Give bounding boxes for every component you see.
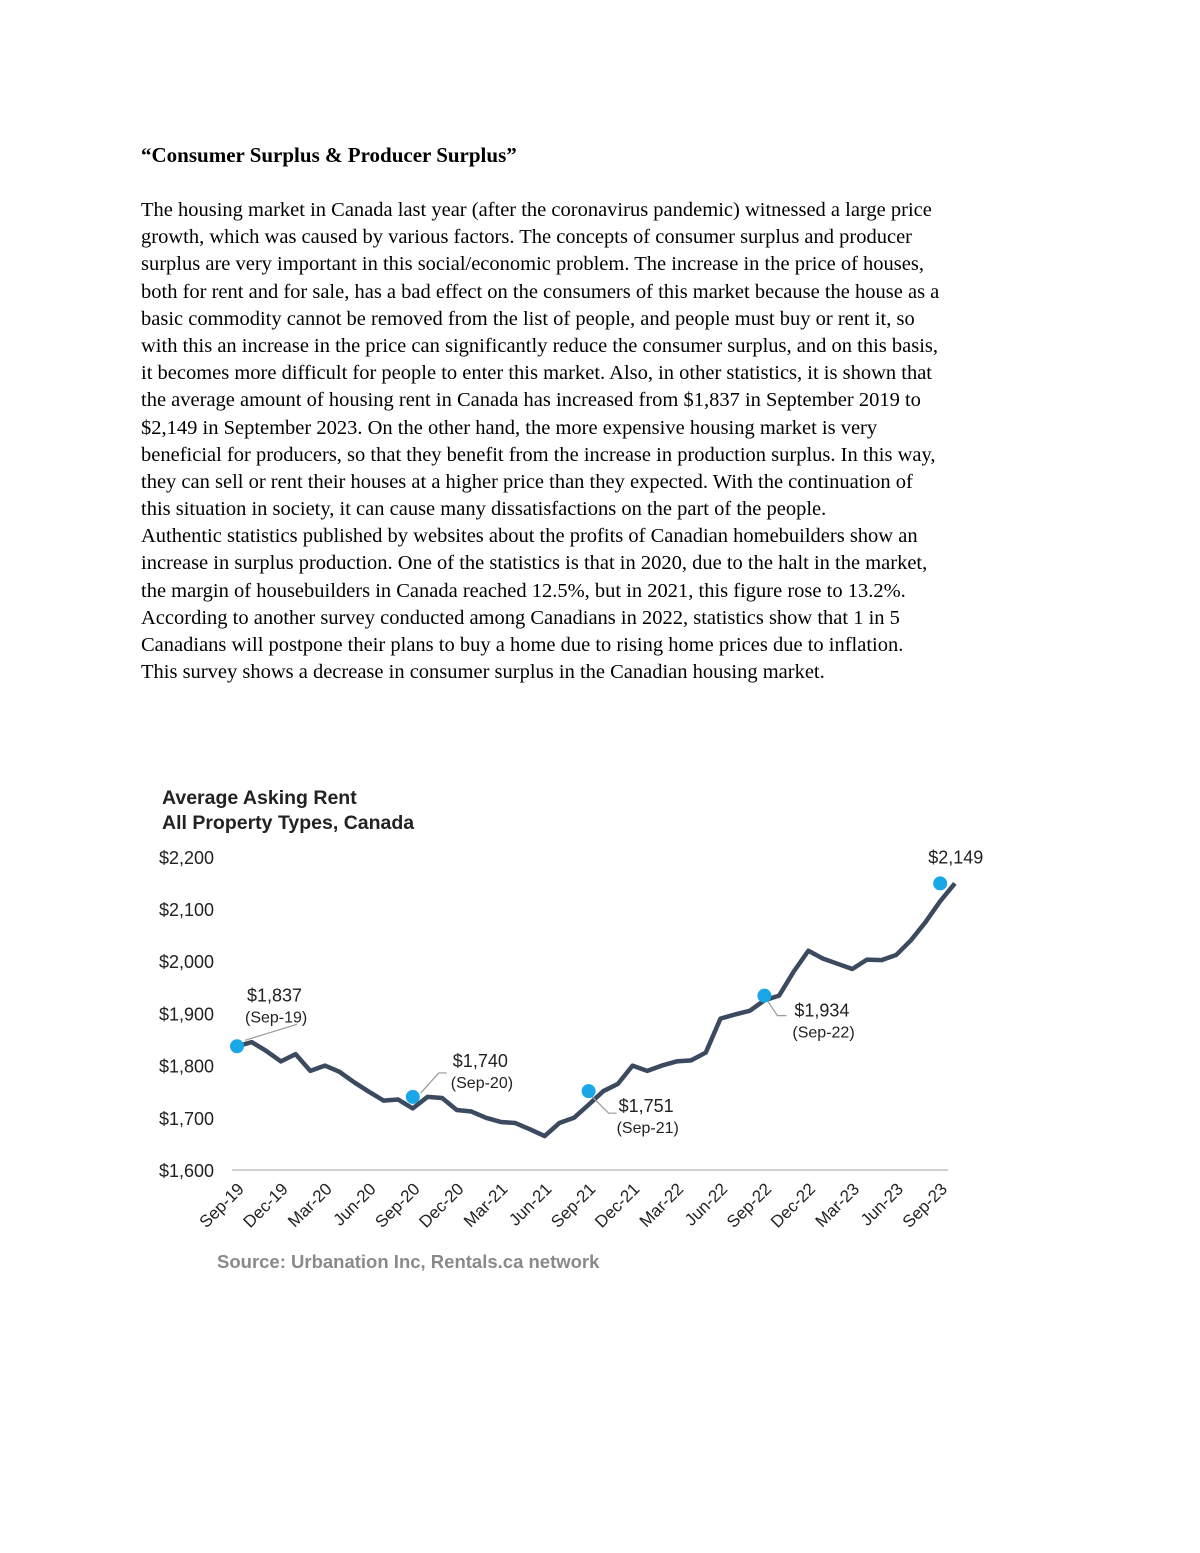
body-line: basic commodity cannot be removed from t… xyxy=(141,307,915,330)
highlight-marker xyxy=(230,1039,244,1054)
highlight-marker xyxy=(757,988,772,1003)
body-line: beneficial for producers, so that they b… xyxy=(141,443,936,466)
x-tick-label: Sep-22 xyxy=(723,1179,775,1231)
x-tick-label: Sep-20 xyxy=(371,1179,423,1231)
x-tick-label: Mar-21 xyxy=(460,1179,512,1231)
chart-title: Average Asking Rent xyxy=(162,787,357,809)
body-line: it becomes more difficult for people to … xyxy=(141,362,933,385)
highlight-marker xyxy=(405,1089,420,1104)
annotation-leader xyxy=(420,1072,447,1094)
body-line: surplus are very important in this socia… xyxy=(141,253,924,276)
body-line: both for rent and for sale, has a bad ef… xyxy=(141,280,940,303)
body-line: this situation in society, it can cause … xyxy=(141,498,827,521)
annotation-leader xyxy=(244,1023,298,1041)
x-tick-label: Sep-21 xyxy=(547,1179,599,1231)
y-tick-label: $2,000 xyxy=(159,952,214,972)
x-tick-label: Dec-22 xyxy=(767,1179,819,1231)
body-line: the margin of housebuilders in Canada re… xyxy=(141,579,906,602)
y-tick-label: $1,700 xyxy=(159,1109,214,1129)
document-title: “Consumer Surplus & Producer Surplus” xyxy=(141,143,517,167)
y-tick-label: $1,900 xyxy=(159,1004,214,1024)
series-line xyxy=(236,881,957,1139)
body-line: growth, which was caused by various fact… xyxy=(141,226,913,249)
x-tick-label: Jun-23 xyxy=(857,1179,907,1229)
body-line: According to another survey conducted am… xyxy=(141,606,900,629)
annotation-date: (Sep-19) xyxy=(245,1009,307,1026)
y-tick-label: $2,200 xyxy=(159,848,214,868)
annotation-leader xyxy=(766,1000,787,1017)
annotation-value: $2,149 xyxy=(928,847,983,867)
body-line: with this an increase in the price can s… xyxy=(141,334,939,357)
annotation-date: (Sep-22) xyxy=(792,1025,854,1042)
body-line: the average amount of housing rent in Ca… xyxy=(141,389,921,412)
annotation-value: $1,837 xyxy=(247,985,302,1005)
highlight-marker xyxy=(933,876,948,891)
body-line: Authentic statistics published by websit… xyxy=(141,525,918,548)
body-line: increase in surplus production. One of t… xyxy=(141,552,928,575)
document-body: The housing market in Canada last year (… xyxy=(141,197,939,686)
y-tick-label: $1,600 xyxy=(159,1161,214,1181)
annotation-value: $1,751 xyxy=(619,1096,674,1116)
body-line: Canadians will postpone their plans to b… xyxy=(141,634,904,656)
annotation-date: (Sep-21) xyxy=(617,1120,679,1137)
x-tick-label: Dec-19 xyxy=(240,1179,292,1231)
x-tick-label: Mar-22 xyxy=(636,1179,688,1231)
annotation-date: (Sep-20) xyxy=(451,1075,513,1092)
x-tick-label: Dec-20 xyxy=(415,1179,467,1231)
x-tick-label: Jun-21 xyxy=(505,1179,555,1229)
rent-chart: Average Asking Rent All Property Types, … xyxy=(159,787,983,1272)
x-tick-label: Sep-19 xyxy=(196,1179,248,1231)
body-line: they can sell or rent their houses at a … xyxy=(141,470,913,493)
y-tick-label: $2,100 xyxy=(159,900,214,920)
body-line: This survey shows a decrease in consumer… xyxy=(141,661,825,684)
annotation-value: $1,740 xyxy=(453,1051,508,1071)
x-tick-label: Mar-20 xyxy=(284,1179,336,1231)
x-tick-label: Jun-22 xyxy=(681,1179,731,1229)
annotation-value: $1,934 xyxy=(794,1001,849,1021)
x-tick-label: Mar-23 xyxy=(812,1179,864,1231)
y-tick-label: $1,800 xyxy=(159,1057,214,1077)
x-tick-label: Jun-20 xyxy=(329,1179,379,1229)
chart-subtitle: All Property Types, Canada xyxy=(162,812,414,834)
annotation-leader xyxy=(591,1095,617,1114)
x-tick-label: Sep-23 xyxy=(899,1179,951,1231)
chart-source: Source: Urbanation Inc, Rentals.ca netwo… xyxy=(217,1251,600,1272)
body-line: The housing market in Canada last year (… xyxy=(141,199,932,221)
highlight-marker xyxy=(581,1084,596,1099)
x-tick-label: Dec-21 xyxy=(591,1179,643,1231)
body-line: $2,149 in September 2023. On the other h… xyxy=(141,416,878,439)
